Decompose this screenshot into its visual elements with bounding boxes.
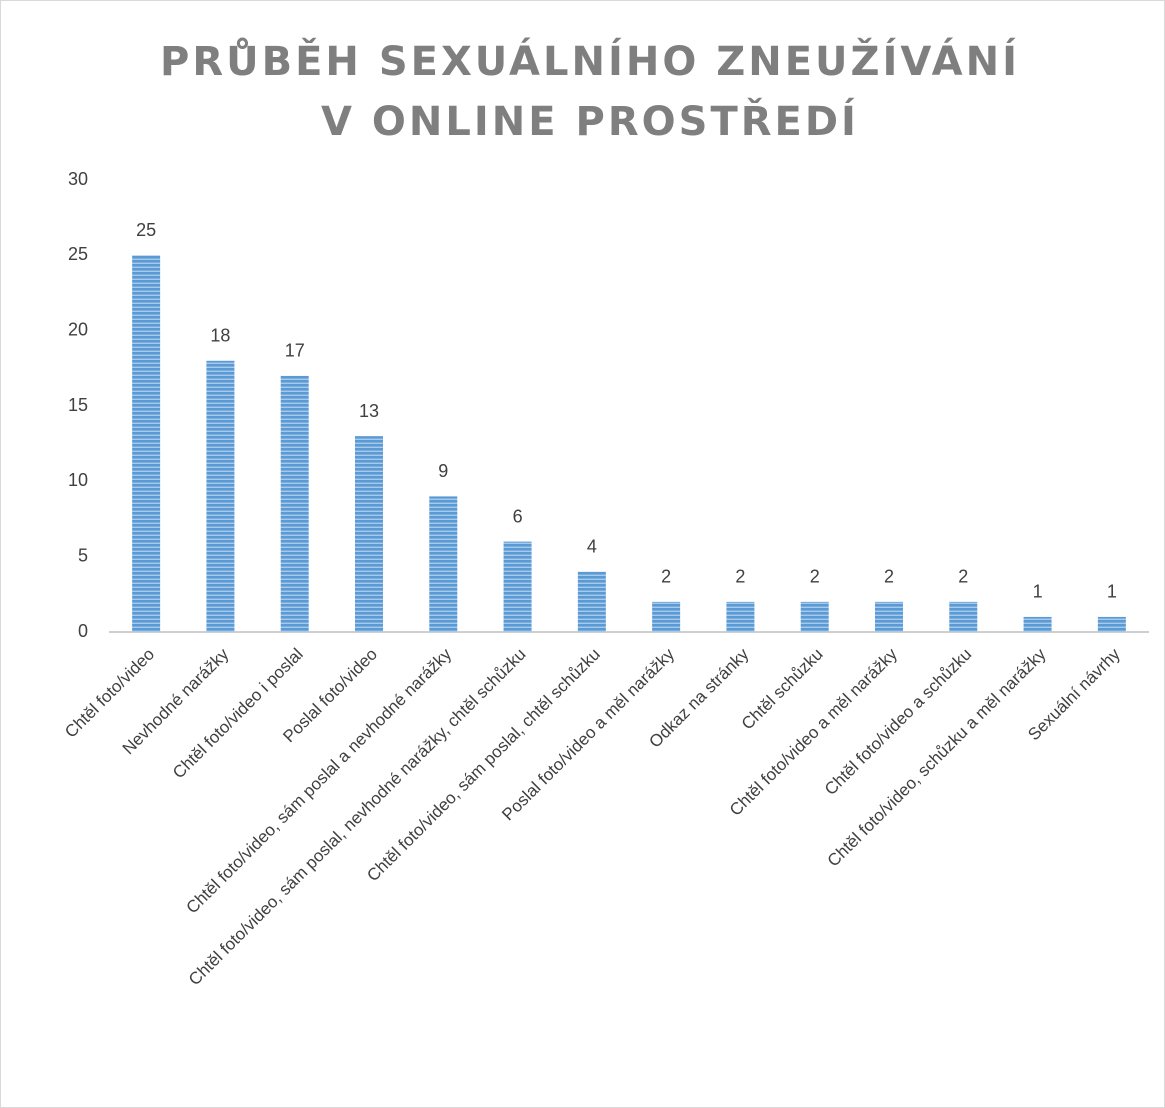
data-label: 6	[513, 506, 523, 526]
data-label: 2	[884, 567, 894, 587]
data-label: 2	[810, 567, 820, 587]
data-label: 4	[587, 536, 597, 556]
bar	[577, 571, 606, 632]
y-tick-label: 20	[68, 319, 88, 339]
bar	[875, 601, 903, 632]
y-tick-label: 15	[68, 395, 88, 415]
y-tick-label: 10	[68, 470, 88, 490]
bar	[355, 436, 383, 632]
data-label: 1	[1033, 582, 1043, 602]
bar	[132, 255, 161, 633]
bar	[429, 496, 458, 632]
data-label: 2	[958, 567, 968, 587]
bar	[1023, 616, 1052, 632]
data-label: 2	[661, 567, 671, 587]
bar	[1097, 616, 1126, 632]
data-label: 9	[438, 461, 448, 481]
bar	[726, 601, 755, 632]
data-label: 13	[359, 401, 379, 421]
y-tick-label: 25	[68, 244, 88, 264]
bar	[652, 601, 681, 632]
y-tick-label: 5	[78, 545, 88, 565]
data-label: 2	[735, 567, 745, 587]
x-tick-label: Chtěl foto/video, sám poslal a nevhodné …	[183, 644, 456, 917]
bar	[949, 601, 978, 632]
bar	[280, 375, 309, 632]
data-label: 17	[285, 341, 305, 361]
chart-title: PRŮBĚH SEXUÁLNÍHO ZNEUŽÍVÁNÍ V ONLINE PR…	[160, 39, 1020, 145]
x-tick-label: Chtěl foto/video i poslal	[169, 645, 307, 783]
data-label: 18	[210, 326, 230, 346]
bar	[800, 601, 829, 632]
x-tick-label: Chtěl foto/video a schůzku	[821, 645, 975, 799]
y-tick-label: 0	[78, 621, 88, 641]
x-tick-label: Chtěl foto/video, sám poslal, nevhodné n…	[185, 645, 530, 990]
bar	[206, 360, 235, 632]
data-label: 1	[1107, 582, 1117, 602]
data-label: 25	[136, 220, 156, 240]
bar	[503, 541, 532, 632]
y-tick-label: 30	[68, 169, 88, 189]
